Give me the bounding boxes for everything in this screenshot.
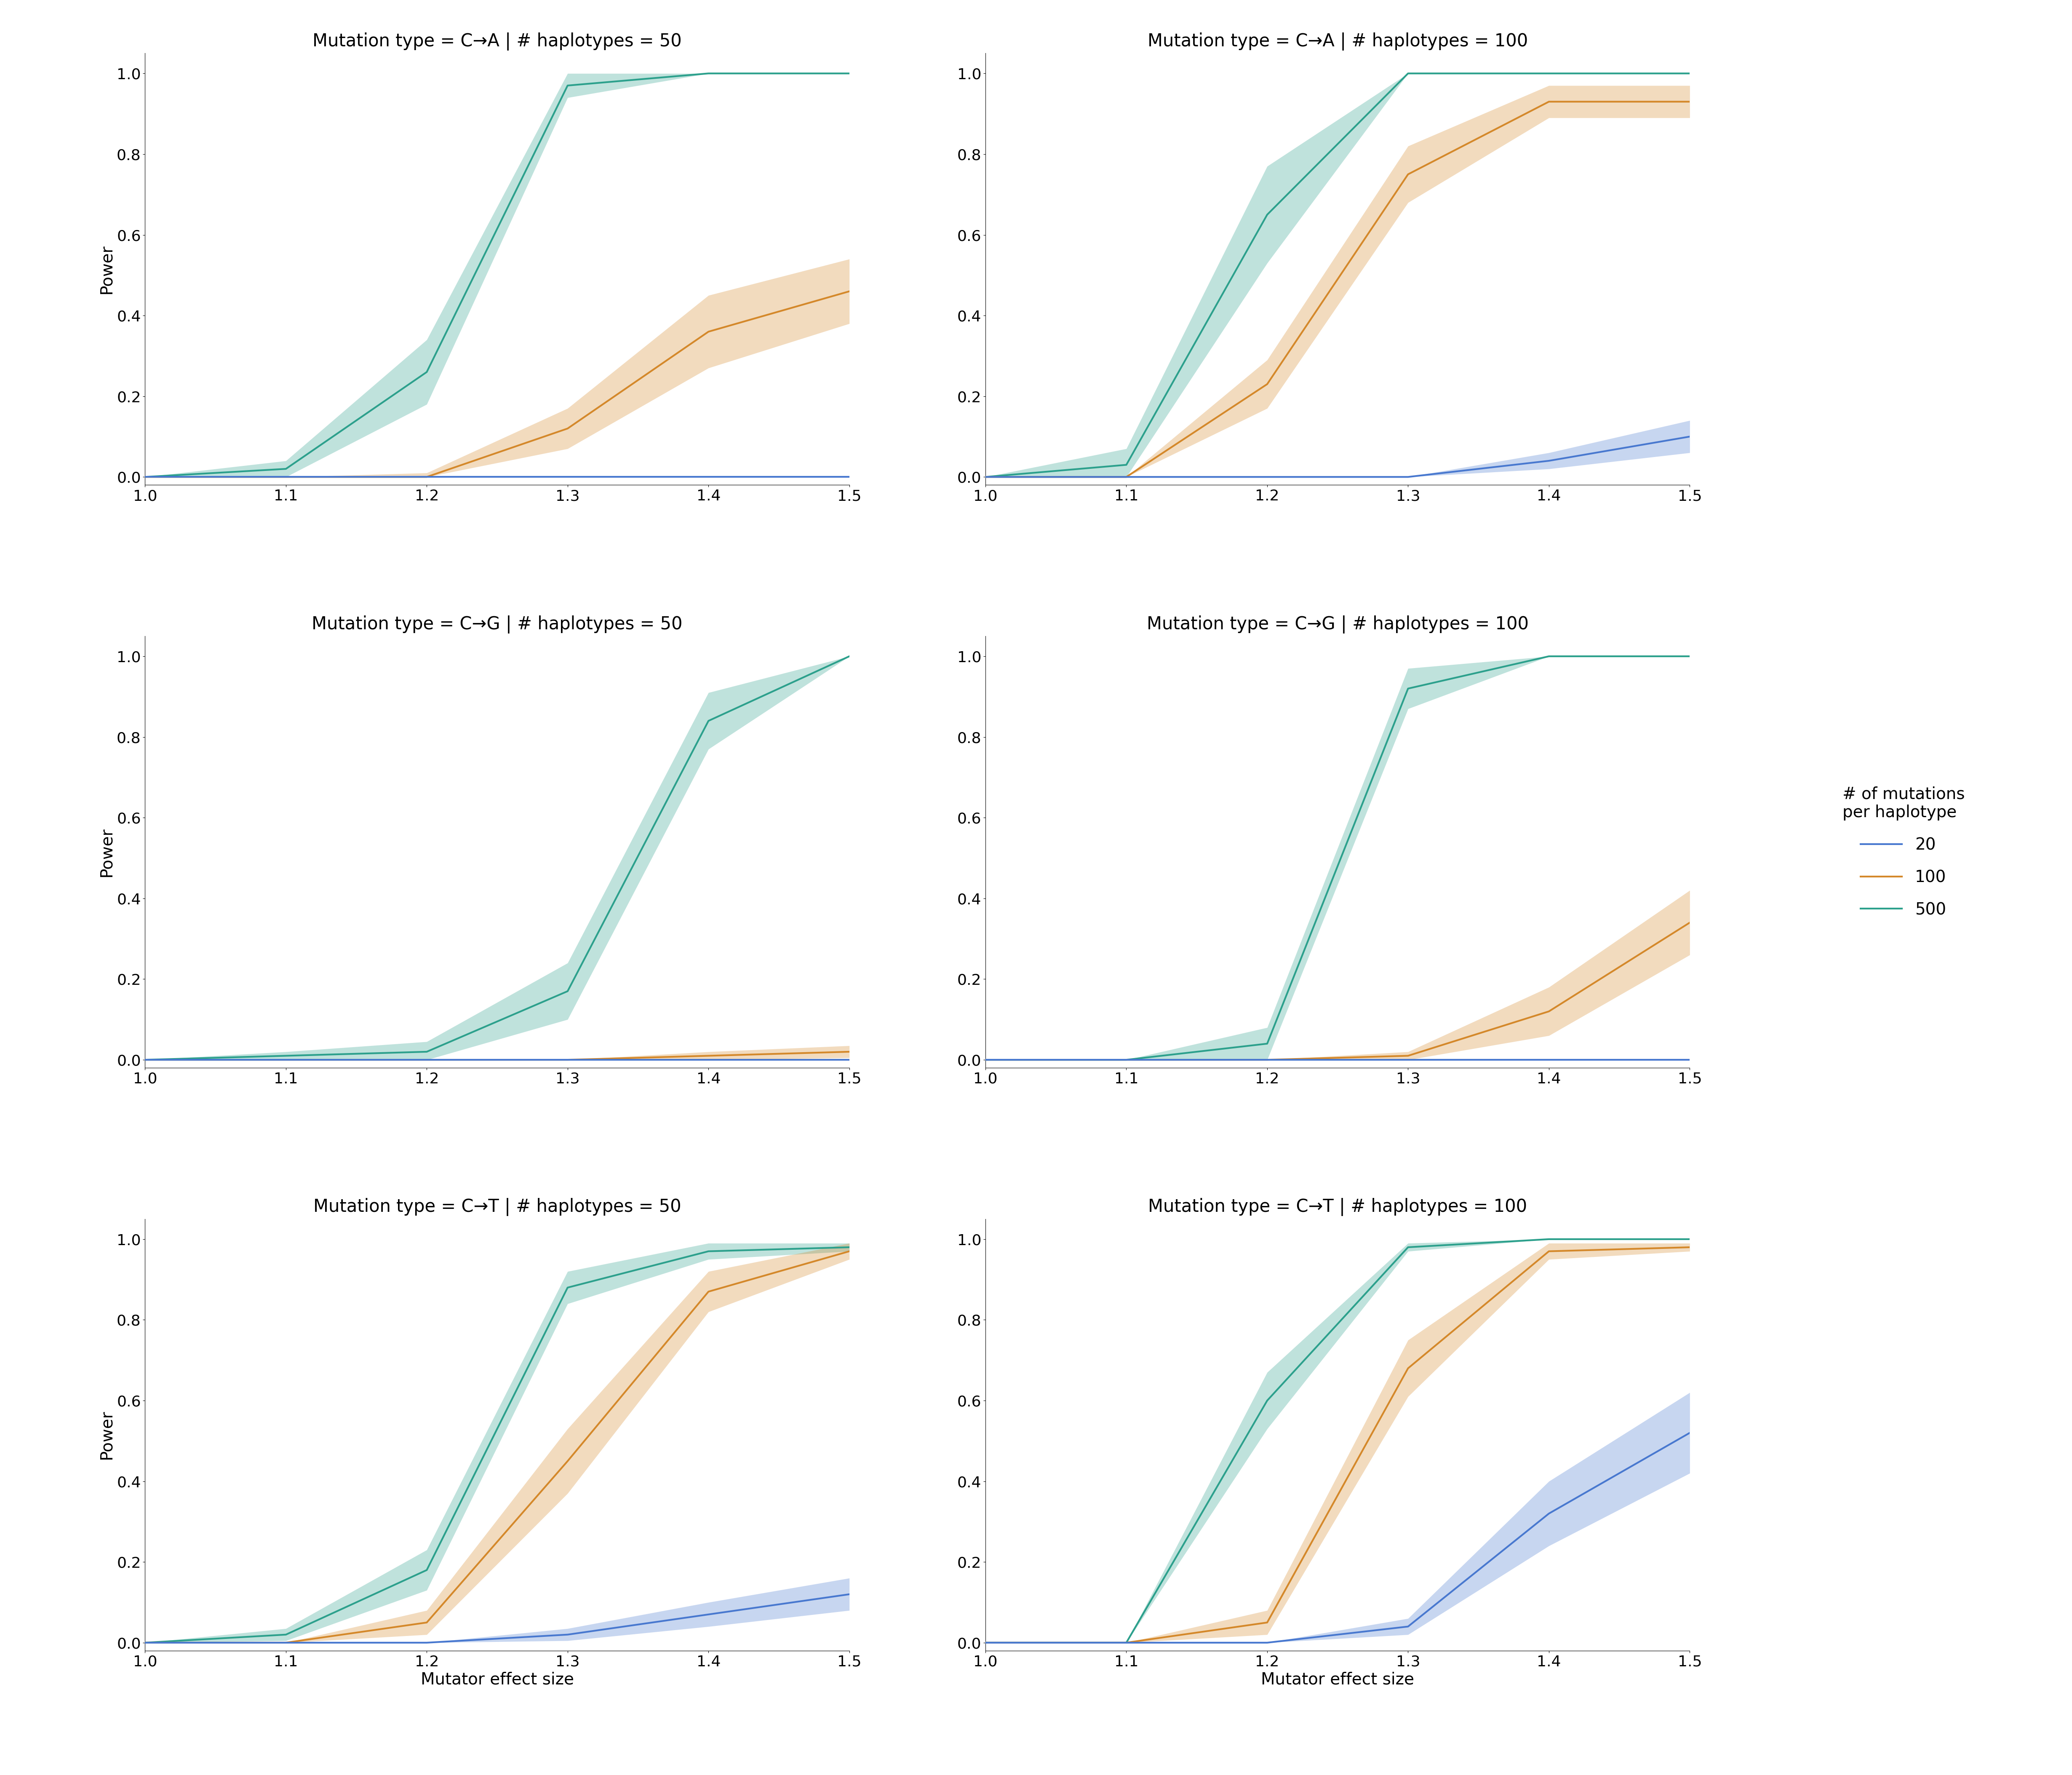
Title: Mutation type = C→G | # haplotypes = 50: Mutation type = C→G | # haplotypes = 50 bbox=[311, 616, 682, 634]
Title: Mutation type = C→G | # haplotypes = 100: Mutation type = C→G | # haplotypes = 100 bbox=[1146, 616, 1529, 634]
Title: Mutation type = C→A | # haplotypes = 50: Mutation type = C→A | # haplotypes = 50 bbox=[313, 32, 682, 50]
Legend: 20, 100, 500: 20, 100, 500 bbox=[1834, 777, 1973, 927]
Y-axis label: Power: Power bbox=[97, 1409, 114, 1459]
Title: Mutation type = C→T | # haplotypes = 50: Mutation type = C→T | # haplotypes = 50 bbox=[313, 1198, 682, 1216]
X-axis label: Mutator effect size: Mutator effect size bbox=[1262, 1672, 1415, 1688]
Y-axis label: Power: Power bbox=[97, 827, 114, 877]
X-axis label: Mutator effect size: Mutator effect size bbox=[421, 1672, 574, 1688]
Title: Mutation type = C→T | # haplotypes = 100: Mutation type = C→T | # haplotypes = 100 bbox=[1148, 1198, 1527, 1216]
Y-axis label: Power: Power bbox=[97, 245, 114, 295]
Title: Mutation type = C→A | # haplotypes = 100: Mutation type = C→A | # haplotypes = 100 bbox=[1148, 32, 1527, 50]
